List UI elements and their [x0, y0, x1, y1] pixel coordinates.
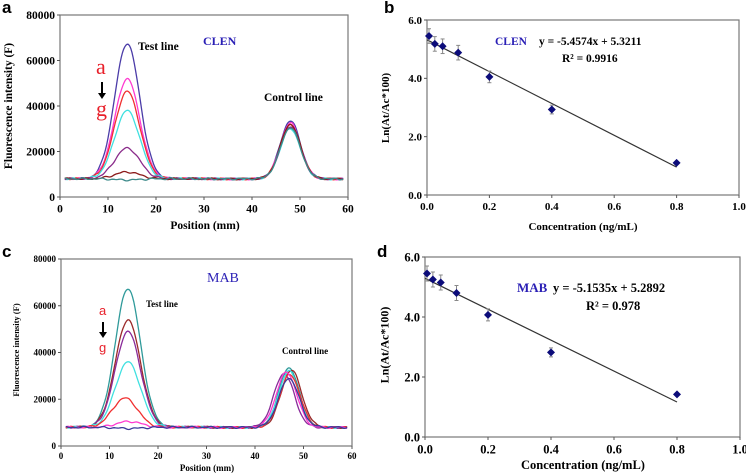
data-point-d: [673, 390, 681, 399]
x-tick-label-d: 0.6: [606, 443, 622, 457]
series-line-a-6: [64, 127, 344, 182]
x-tick-label-a: 50: [294, 204, 306, 216]
test-line-label-c: Test line: [146, 299, 178, 309]
data-point-d: [547, 348, 555, 357]
x-axis-title-c: Position (mm): [179, 463, 235, 473]
x-tick-label-d: 0.2: [480, 443, 496, 457]
x-tick-label-b: 0.2: [483, 201, 497, 213]
y-axis-title-a: Fluorescence intensity (F): [3, 42, 15, 170]
data-point-d: [436, 278, 445, 287]
sample-label-b: CLEN: [495, 36, 527, 48]
arrow-down-icon: [102, 322, 104, 333]
x-tick-label-c: 60: [348, 451, 358, 461]
x-tick-label-c: 20: [154, 451, 164, 461]
sample-label-a: CLEN: [203, 34, 237, 48]
data-point-b: [485, 72, 494, 81]
y-tick-label-c: 80000: [34, 254, 57, 264]
x-tick-label-d: 1.0: [732, 443, 746, 457]
y-tick-label-d: 4.0: [404, 310, 420, 324]
x-tick-label-a: 60: [342, 204, 354, 216]
range-end-c: g: [99, 340, 107, 355]
y-tick-label-c: 0: [52, 441, 57, 451]
x-tick-label-a: 20: [150, 204, 162, 216]
sample-label-c: MAB: [207, 271, 239, 286]
data-point-d: [423, 269, 431, 278]
plot-frame-d: [424, 256, 741, 438]
y-axis-title-c: Fluorescence intensity (F): [11, 303, 21, 397]
r-squared-d: R² = 0.978: [586, 299, 641, 313]
x-tick-label-c: 50: [299, 451, 309, 461]
arrowhead-icon: [99, 332, 107, 338]
x-tick-label-d: 0.0: [417, 443, 433, 457]
panel-letter-c: c: [2, 242, 12, 261]
equation-b: y = -5.4574x + 5.3211: [539, 36, 642, 48]
data-point-b: [430, 39, 439, 48]
x-tick-label-d: 0.8: [669, 443, 685, 457]
y-tick-label-d: 2.0: [404, 370, 420, 384]
arrow-down-icon: [101, 82, 103, 94]
y-tick-label-b: 2.0: [408, 132, 422, 144]
arrowhead-icon: [98, 93, 106, 99]
x-tick-label-b: 0.4: [545, 201, 559, 213]
data-point-b: [672, 158, 681, 167]
data-point-b: [438, 42, 447, 51]
x-tick-label-a: 40: [246, 204, 258, 216]
range-end-a: g: [96, 96, 107, 121]
data-point-d: [484, 310, 492, 319]
y-tick-label-c: 60000: [34, 301, 57, 311]
control-line-label-a: Control line: [264, 92, 323, 104]
data-point-d: [452, 289, 461, 297]
y-tick-label-d: 0.0: [404, 430, 420, 444]
x-tick-label-c: 40: [251, 451, 261, 461]
x-tick-label-b: 0.0: [420, 201, 434, 213]
x-tick-label-a: 0: [57, 204, 63, 216]
x-axis-title-d: Concentration (ng/mL): [521, 458, 645, 472]
panel-letter-b: b: [384, 0, 395, 17]
series-line-c-6: [65, 377, 348, 431]
x-tick-label-a: 30: [198, 204, 210, 216]
x-tick-label-a: 10: [102, 204, 114, 216]
x-tick-label-b: 0.8: [670, 201, 684, 213]
y-tick-label-a: 20000: [26, 147, 55, 159]
y-tick-label-b: 0.0: [408, 190, 422, 202]
x-tick-label-c: 10: [105, 451, 115, 461]
y-tick-label-a: 60000: [26, 56, 55, 68]
y-tick-label-d: 6.0: [404, 250, 420, 264]
equation-d: y = -5.1535x + 5.2892: [553, 281, 666, 295]
panel-letter-a: a: [2, 0, 12, 17]
x-tick-label-b: 0.6: [607, 201, 621, 213]
control-line-label-c: Control line: [282, 346, 329, 356]
x-axis-title-b: Concentration (ng/mL): [528, 221, 638, 233]
data-point-d: [428, 275, 437, 284]
y-tick-label-c: 20000: [34, 394, 57, 404]
x-tick-label-c: 30: [202, 451, 212, 461]
y-tick-label-a: 80000: [26, 10, 55, 22]
range-start-c: a: [99, 303, 107, 318]
y-tick-label-c: 40000: [34, 348, 57, 358]
y-tick-label-a: 0: [49, 192, 55, 204]
x-tick-label-b: 1.0: [732, 201, 746, 213]
trendline-b: [426, 39, 677, 168]
plot-frame-b: [426, 19, 740, 196]
sample-label-d: MAB: [517, 280, 548, 295]
range-start-a: a: [96, 54, 106, 79]
y-tick-label-a: 40000: [26, 101, 55, 113]
data-point-b: [547, 105, 556, 114]
panel-letter-d: d: [377, 242, 388, 261]
x-axis-title-a: Position (mm): [170, 220, 240, 232]
data-point-b: [454, 48, 463, 57]
x-tick-label-c: 0: [59, 451, 64, 461]
y-tick-label-b: 4.0: [408, 73, 422, 85]
y-tick-label-b: 6.0: [408, 15, 422, 27]
y-axis-title-d: Ln(At/Ac*100): [377, 306, 392, 384]
r-squared-b: R² = 0.9916: [562, 53, 618, 65]
x-tick-label-d: 0.4: [543, 443, 559, 457]
trendline-d: [424, 277, 678, 403]
data-point-b: [425, 32, 433, 41]
y-axis-title-b: Ln(At/Ac*100): [380, 72, 392, 144]
test-line-label-a: Test line: [138, 41, 179, 53]
